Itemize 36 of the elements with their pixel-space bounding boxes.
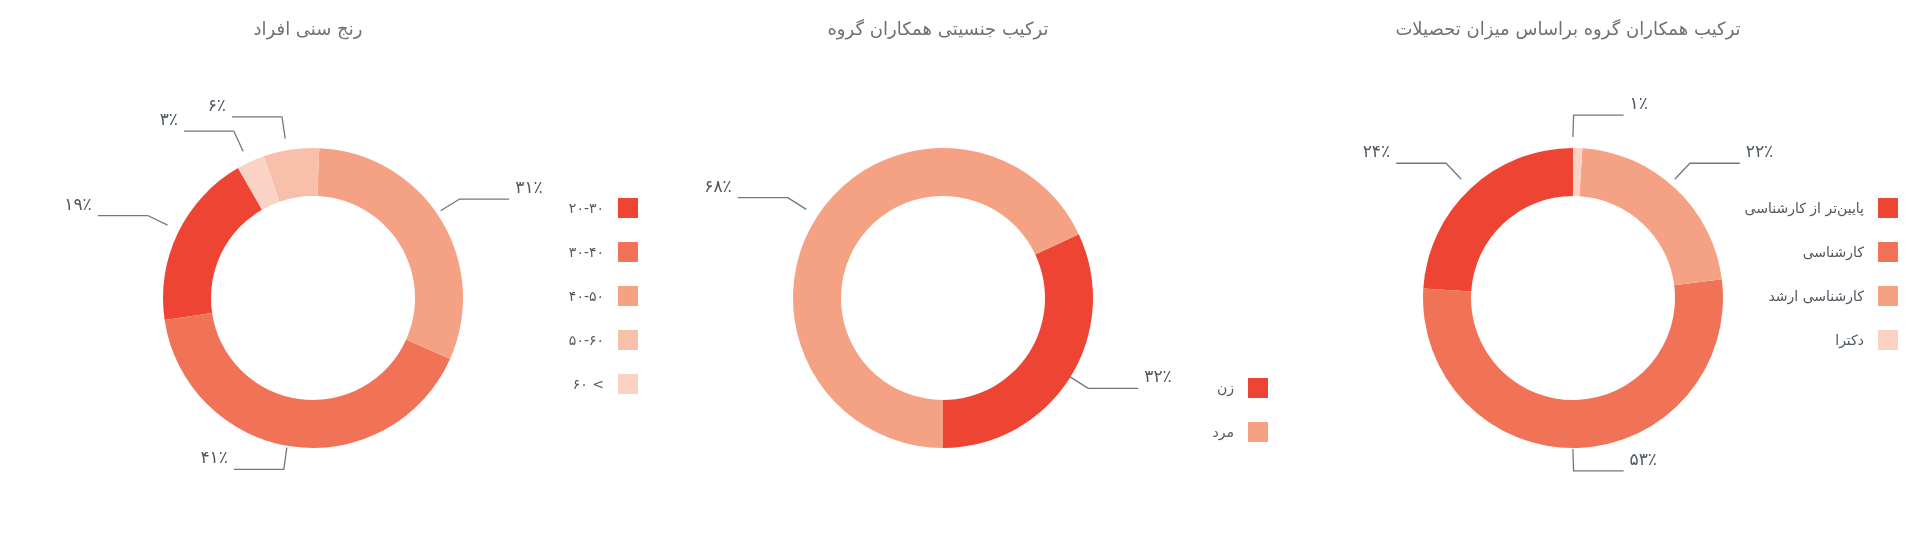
data-label: ۲۴٪ [1362, 141, 1391, 162]
data-label: ۵۳٪ [1629, 448, 1657, 469]
donut-slice [238, 156, 280, 210]
donut-slice [263, 148, 320, 202]
chart-title: رنج سنی افراد [252, 18, 364, 39]
data-label: ۳۱٪ [515, 177, 543, 198]
legend-label: کارشناسی [1802, 244, 1864, 260]
legend-label: > ۶۰ [572, 376, 604, 392]
data-label: ۳٪ [159, 109, 178, 130]
chart-title: ترکیب جنسیتی همکاران گروه [826, 18, 1050, 39]
legend-label: پایین‌تر از کارشناسی [1744, 200, 1864, 216]
donut-slice [943, 234, 1093, 448]
data-label: ۳۲٪ [1144, 366, 1172, 387]
legend-label: کارشناسی ارشد [1768, 288, 1864, 304]
legend-label: ۴۰-۵۰ [568, 288, 604, 304]
legend-label: ۵۰-۶۰ [568, 332, 604, 348]
donut-slice [793, 148, 1079, 448]
donut-slice [1423, 279, 1723, 448]
donut-slice [1573, 148, 1583, 197]
donut-slice [1579, 148, 1722, 286]
legend-label: زن [1216, 380, 1234, 396]
data-label: ۴۱٪ [200, 447, 228, 468]
legend-label: دکترا [1835, 332, 1864, 348]
data-label: ۱٪ [1629, 93, 1648, 114]
data-label: ۶٪ [207, 94, 226, 115]
donut-slice [164, 312, 451, 448]
legend-label: مرد [1212, 424, 1234, 440]
chart-title: ترکیب همکاران گروه براساس میزان تحصیلات [1394, 18, 1742, 39]
data-label: ۶۸٪ [704, 175, 732, 196]
data-label: ۱۹٪ [64, 193, 92, 214]
donut-slice [163, 168, 262, 320]
legend-label: ۳۰-۴۰ [568, 244, 604, 260]
data-label: ۲۲٪ [1745, 141, 1774, 162]
donut-slice [1423, 148, 1573, 292]
donut-slice [317, 148, 463, 360]
legend-label: ۲۰-۳۰ [568, 200, 604, 216]
